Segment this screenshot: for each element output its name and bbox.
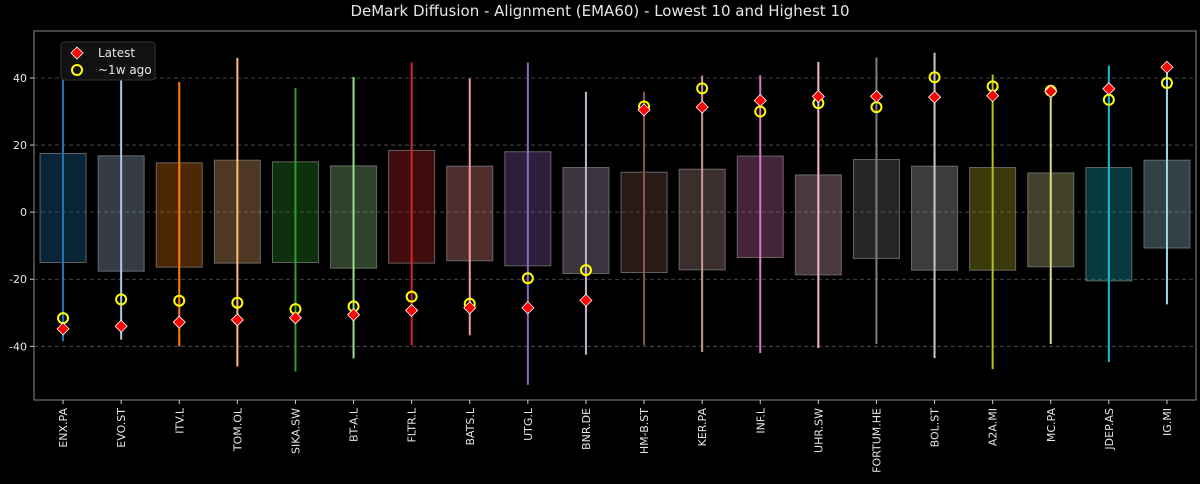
latest-marker [405,303,419,317]
y-axis: -40 -20 0 20 40 [9,72,34,353]
marks [39,47,1191,385]
legend-box [60,41,156,81]
x-tick-label: HM-B.ST [638,408,651,454]
y-tick-label: -20 [9,273,27,286]
x-axis: ENX.PA EVO.ST ITV.L TOM.OL SIKA.SW BT-A.L FLTR… [57,400,1174,473]
category-group [969,74,1017,370]
x-tick-label: INF.L [754,407,767,434]
latest-marker [114,319,128,333]
x-tick-label: JDEP.AS [1103,408,1116,451]
category-group [1085,65,1133,363]
category-group [620,91,668,346]
category-group [736,75,784,354]
week-ago-marker [521,272,534,285]
latest-marker [56,322,70,336]
category-group [678,75,726,353]
category-group [852,57,900,344]
week-ago-marker [928,71,941,84]
x-tick-label: BOL.ST [929,408,942,448]
latest-marker [230,313,244,327]
category-group [1027,84,1075,344]
category-group [562,91,610,355]
x-tick-label: ENX.PA [57,408,70,448]
x-tick-label: UTG.L [522,407,535,441]
latest-marker [1044,84,1058,98]
category-group [794,61,842,349]
week-ago-marker [696,82,709,95]
x-tick-label: IG.MI [1161,408,1174,436]
x-tick-label: KER.PA [696,408,709,447]
category-group [388,62,436,346]
x-tick-label: UHR.SW [812,408,825,453]
latest-marker [579,293,593,307]
legend: Latest ~1w ago [60,41,156,81]
latest-marker [986,89,1000,103]
category-group [155,81,203,347]
y-tick-label: 0 [20,206,27,219]
week-ago-marker [231,296,244,309]
x-tick-label: ITV.L [173,407,186,434]
category-group [213,57,261,367]
week-ago-marker [405,290,418,303]
category-group [97,47,145,340]
x-tick-label: FLTR.L [406,407,419,442]
week-ago-marker [173,294,186,307]
legend-latest-label: Latest [98,46,135,60]
chart-title: DeMark Diffusion - Alignment (EMA60) - L… [350,2,849,20]
latest-marker [463,301,477,315]
x-tick-label: BNR.DE [580,408,593,450]
latest-marker [172,315,186,329]
latest-marker [811,89,825,103]
latest-marker [869,89,884,103]
category-group [446,78,494,336]
x-tick-label: FORTUM.HE [870,408,883,473]
legend-latest-marker [70,46,84,60]
category-group [330,76,378,359]
x-tick-label: MC.PA [1045,408,1058,443]
x-tick-label: TOM.OL [231,407,244,452]
x-tick-label: A2A.MI [987,408,1000,446]
grid [34,77,1196,347]
category-group [39,59,87,342]
category-group [1143,60,1191,305]
x-tick-label: SIKA.SW [289,408,302,454]
legend-week-ago-marker [71,64,83,76]
x-tick-label: EVO.ST [115,408,128,448]
category-group [911,52,959,359]
plot-area [33,30,1197,401]
x-tick-label: BT-A.L [348,407,361,442]
latest-marker [346,308,361,322]
legend-week-ago-label: ~1w ago [98,63,152,77]
week-ago-marker [115,293,128,306]
x-tick-label: BATS.L [464,407,477,445]
latest-marker [1160,60,1174,74]
week-ago-marker [1160,76,1173,89]
latest-marker [521,301,535,315]
latest-marker [927,90,942,104]
y-tick-label: 20 [13,139,27,152]
week-ago-marker [579,264,592,277]
latest-marker [288,311,303,325]
y-tick-label: -40 [9,340,27,353]
latest-marker [695,100,709,114]
y-tick-label: 40 [13,72,27,85]
latest-marker [753,93,767,108]
category-group [271,88,319,372]
latest-marker [1102,82,1116,96]
latest-marker [637,103,651,117]
category-group [504,62,552,385]
